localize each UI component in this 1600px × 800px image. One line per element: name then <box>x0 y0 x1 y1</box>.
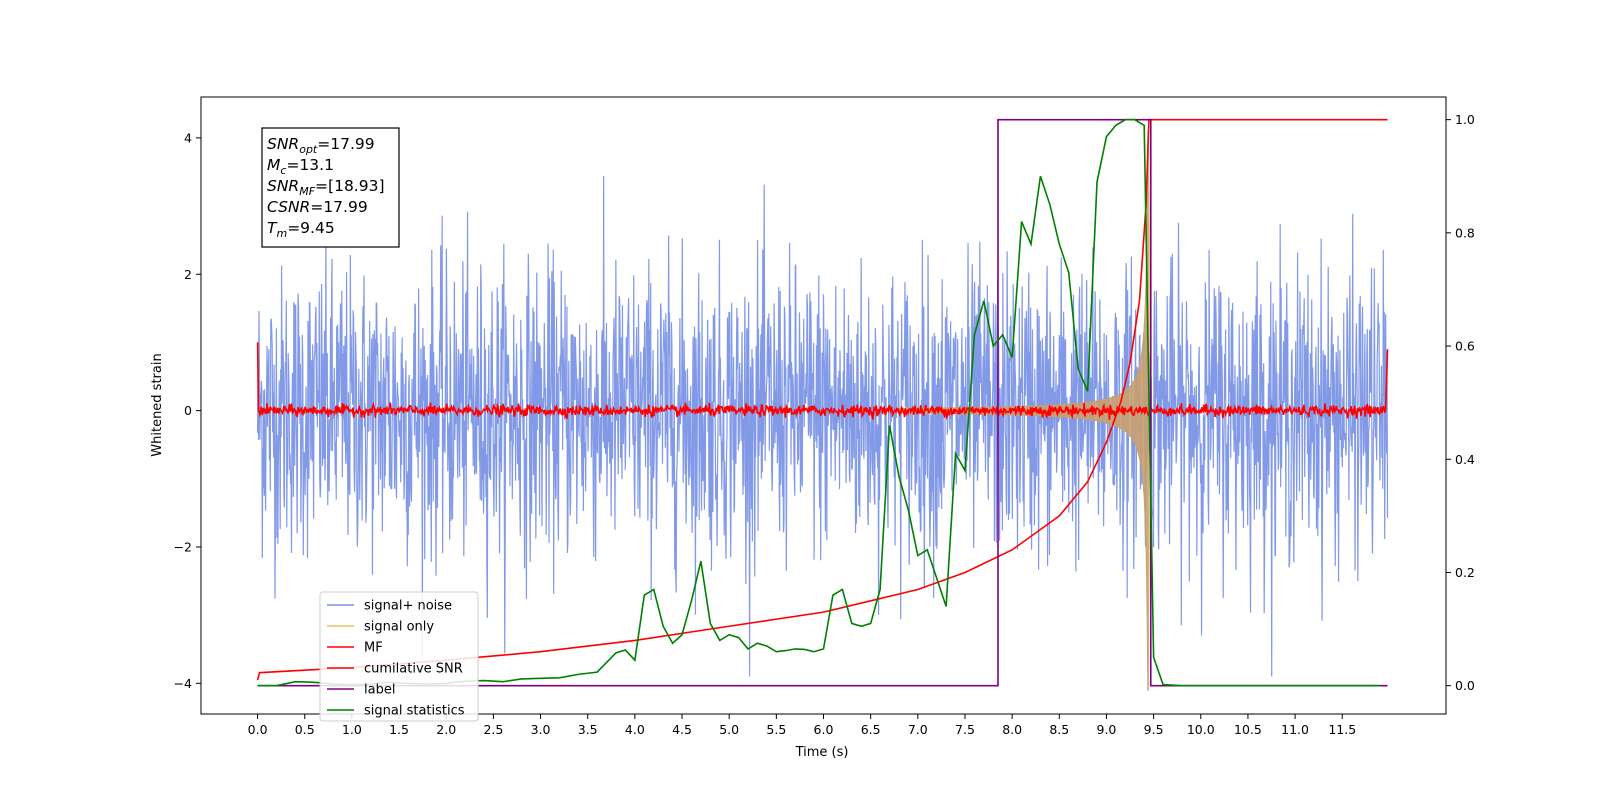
x-axis-label: Time (s) <box>795 745 849 760</box>
x-tick-label: 2.0 <box>436 722 456 737</box>
y-tick-label: 2 <box>184 267 192 282</box>
x-tick-label: 8.5 <box>1049 722 1069 737</box>
x-tick-label: 5.0 <box>719 722 739 737</box>
annotation-box: SNRopt=17.99Mc=13.1SNRMF=[18.93]CSNR=17.… <box>261 127 400 248</box>
x-tick-label: 10.5 <box>1234 722 1262 737</box>
legend-entry-label: signal only <box>364 620 434 635</box>
legend: signal+ noise signal only MF cumilative SNR… <box>319 591 479 722</box>
x-tick-label: 9.0 <box>1097 722 1117 737</box>
x-tick-label: 11.5 <box>1328 722 1356 737</box>
x-tick-label: 6.0 <box>814 722 834 737</box>
annotation-line: SNRMF=[18.93] <box>267 177 385 198</box>
x-tick-label: 2.5 <box>483 722 503 737</box>
plot-area <box>256 118 1389 691</box>
y-tick-label: −2 <box>174 539 192 554</box>
x-tick-label: 0.0 <box>248 722 268 737</box>
x-tick-label: 9.5 <box>1144 722 1164 737</box>
x-tick-label: 7.5 <box>955 722 975 737</box>
y-tick-label: −4 <box>174 676 192 691</box>
x-tick-label: 10.0 <box>1187 722 1215 737</box>
y-tick-label: 0 <box>184 403 192 418</box>
annotation-line: Mc=13.1 <box>267 156 334 177</box>
x-tick-label: 7.0 <box>908 722 928 737</box>
x-tick-label: 3.0 <box>531 722 551 737</box>
legend-entry-label: signal+ noise <box>364 599 452 614</box>
series-mf <box>256 342 1389 421</box>
legend-entry-label: label <box>364 683 395 698</box>
x-tick-label: 1.5 <box>389 722 409 737</box>
x-axis: 0.0 0.5 1.0 1.5 2.0 2.5 3.0 3.5 4.0 4.5 5.0 5.5 6.0 6… <box>248 714 1356 737</box>
legend-entry-label: MF <box>364 641 383 656</box>
y-axis: −4 −2 0 2 4 <box>174 130 201 691</box>
x-tick-label: 4.0 <box>625 722 645 737</box>
y2-tick-label: 0.6 <box>1455 339 1475 354</box>
legend-entry-label: cumilative SNR <box>364 662 463 677</box>
annotation-frame <box>261 127 400 248</box>
x-tick-label: 0.5 <box>295 722 315 737</box>
series-signal-statistics <box>257 118 1380 687</box>
annotation-line: SNRopt=17.99 <box>267 135 375 156</box>
y-axis-label: Whitened strain <box>150 353 165 456</box>
y2-tick-label: 0.8 <box>1455 225 1475 240</box>
series-cumulative-snr <box>256 118 1388 681</box>
y2-axis: 0.0 0.2 0.4 0.6 0.8 1.0 <box>1446 112 1475 693</box>
y2-tick-label: 1.0 <box>1455 112 1475 127</box>
x-tick-label: 8.0 <box>1002 722 1022 737</box>
annotation-line: Tm=9.45 <box>267 219 335 240</box>
x-tick-label: 1.0 <box>342 722 362 737</box>
y2-tick-label: 0.2 <box>1455 565 1475 580</box>
y2-tick-label: 0.4 <box>1455 452 1475 467</box>
annotation-line: CSNR=17.99 <box>267 198 368 216</box>
y2-tick-label: 0.0 <box>1455 678 1475 693</box>
x-tick-label: 11.0 <box>1281 722 1309 737</box>
series-signal-plus-noise <box>256 176 1389 677</box>
x-tick-label: 6.5 <box>861 722 881 737</box>
x-tick-label: 3.5 <box>578 722 598 737</box>
x-tick-label: 4.5 <box>672 722 692 737</box>
legend-frame <box>319 591 479 722</box>
legend-entry-label: signal statistics <box>364 704 465 719</box>
x-tick-label: 5.5 <box>766 722 786 737</box>
y-tick-label: 4 <box>184 130 192 145</box>
